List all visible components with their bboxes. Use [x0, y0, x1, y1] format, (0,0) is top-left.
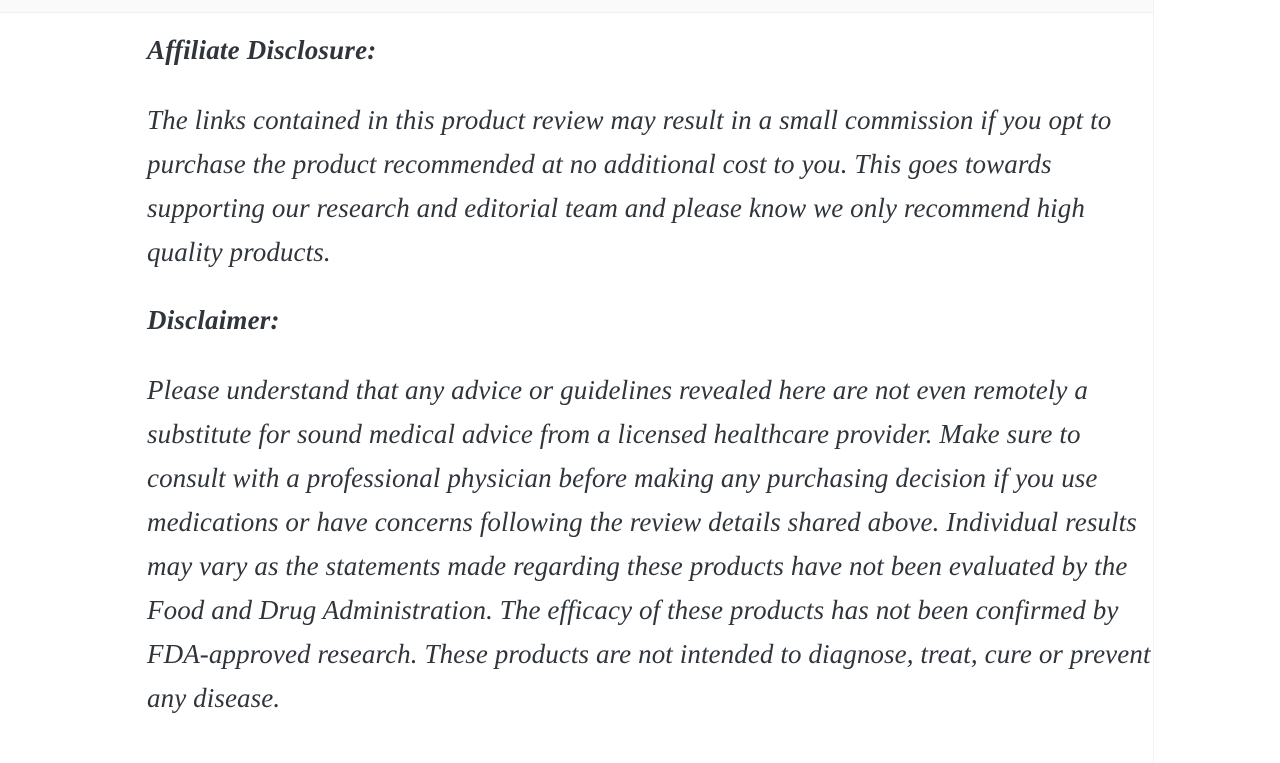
disclaimer-heading: Disclaimer:: [147, 305, 280, 335]
affiliate-disclosure-section: Affiliate Disclosure: The links containe…: [147, 28, 1153, 274]
disclaimer-section: Disclaimer: Please understand that any a…: [147, 298, 1153, 720]
affiliate-disclosure-text: The links contained in this product revi…: [147, 105, 1112, 267]
article-content: Affiliate Disclosure: The links containe…: [147, 13, 1153, 744]
disclaimer-text: Please understand that any advice or gui…: [147, 375, 1151, 713]
affiliate-disclosure-heading: Affiliate Disclosure:: [147, 35, 377, 65]
content-right-divider: [1153, 0, 1154, 763]
previous-section-edge: [0, 0, 1153, 13]
